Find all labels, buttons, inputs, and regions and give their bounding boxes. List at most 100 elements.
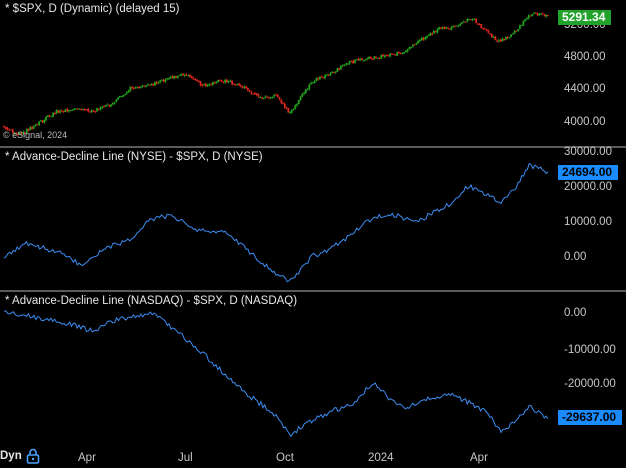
nasdaq-ad-pane[interactable]: * Advance-Decline Line (NASDAQ) - $SPX, … bbox=[0, 292, 626, 445]
spx-candle bbox=[203, 83, 205, 86]
spx-axis-tick: 4800.00 bbox=[564, 51, 606, 63]
spx-candle bbox=[462, 20, 465, 23]
spx-candle bbox=[434, 30, 437, 33]
spx-candle bbox=[448, 28, 451, 30]
spx-candle bbox=[406, 48, 409, 53]
spx-candle bbox=[229, 79, 232, 83]
spx-candle bbox=[338, 67, 341, 71]
spx-candle bbox=[264, 95, 267, 99]
nasdaq-ad-line bbox=[3, 310, 549, 438]
spx-candle bbox=[150, 83, 153, 86]
spx-candle bbox=[299, 95, 302, 101]
spx-candle bbox=[526, 17, 528, 21]
spx-candle bbox=[266, 95, 269, 98]
spx-candle bbox=[78, 108, 81, 110]
spx-candle bbox=[459, 22, 462, 27]
spx-candle bbox=[536, 12, 539, 17]
spx-candle bbox=[196, 79, 198, 83]
spx-candle bbox=[117, 96, 119, 101]
spx-candle bbox=[213, 81, 216, 84]
spx-candle bbox=[422, 36, 425, 41]
spx-candle bbox=[287, 107, 290, 113]
spx-candle bbox=[131, 86, 133, 90]
spx-candle bbox=[10, 129, 12, 131]
spx-candle bbox=[540, 13, 542, 16]
spx-candle bbox=[473, 18, 476, 20]
spx-candle bbox=[431, 32, 434, 36]
spx-candle bbox=[271, 96, 274, 99]
time-axis[interactable]: Dyn Apr Jul Oct 2024 Apr bbox=[0, 445, 626, 468]
spx-candle bbox=[547, 15, 549, 17]
spx-candle bbox=[475, 17, 477, 24]
spx-candle bbox=[494, 35, 497, 41]
nasdaq-axis-tick: 0.00 bbox=[564, 307, 587, 319]
spx-candle bbox=[389, 53, 391, 58]
nasdaq-plot-area[interactable] bbox=[0, 292, 556, 445]
spx-candle bbox=[341, 64, 344, 67]
spx-candle bbox=[427, 34, 430, 37]
spx-candle bbox=[469, 19, 472, 21]
spx-candle bbox=[543, 13, 546, 17]
spx-candle bbox=[396, 51, 398, 57]
spx-candle bbox=[280, 98, 283, 105]
spx-last-price-badge: 5291.34 bbox=[558, 10, 612, 25]
spx-candle bbox=[248, 89, 251, 92]
spx-candle bbox=[134, 86, 137, 89]
spx-candle bbox=[180, 73, 183, 77]
spx-candle bbox=[294, 104, 297, 110]
lock-icon[interactable] bbox=[26, 448, 40, 464]
spx-candle bbox=[254, 91, 256, 96]
spx-candle bbox=[534, 12, 537, 14]
spx-candle bbox=[124, 93, 126, 96]
nyse-axis-tick: 10000.00 bbox=[564, 216, 612, 228]
spx-candle bbox=[47, 114, 49, 118]
nyse-plot-area[interactable] bbox=[0, 148, 556, 290]
spx-candle bbox=[192, 76, 195, 80]
spx-candle bbox=[43, 119, 46, 124]
spx-candle bbox=[385, 54, 388, 57]
spx-candle bbox=[373, 55, 376, 60]
spx-candle bbox=[155, 80, 158, 85]
spx-candle bbox=[320, 75, 323, 78]
spx-candle bbox=[222, 81, 225, 84]
spx-candle bbox=[143, 85, 146, 88]
spx-plot-area[interactable] bbox=[0, 0, 556, 146]
spx-candle bbox=[34, 124, 37, 127]
spx-candle bbox=[106, 103, 109, 106]
spx-candle bbox=[234, 84, 237, 86]
spx-candle bbox=[118, 95, 121, 99]
nyse-ad-pane[interactable]: * Advance-Decline Line (NYSE) - $SPX, D … bbox=[0, 146, 626, 290]
spx-candle bbox=[71, 109, 74, 111]
spx-candle bbox=[492, 35, 495, 39]
spx-candle bbox=[336, 67, 339, 72]
spx-candle bbox=[178, 74, 181, 77]
spx-candle bbox=[269, 96, 272, 99]
spx-candle bbox=[327, 74, 330, 77]
spx-candle bbox=[483, 27, 486, 30]
spx-candle bbox=[83, 108, 86, 112]
spx-pane[interactable]: * $SPX, D (Dynamic) (delayed 15) © eSign… bbox=[0, 0, 626, 146]
spx-candle bbox=[208, 82, 211, 87]
spx-candle bbox=[513, 30, 516, 34]
spx-candle bbox=[90, 109, 93, 114]
spx-candle bbox=[515, 30, 518, 32]
spx-candlestick-chart bbox=[3, 12, 549, 136]
spx-candle bbox=[199, 81, 202, 87]
spx-candle bbox=[169, 75, 172, 79]
dynamic-mode-label[interactable]: Dyn bbox=[0, 450, 22, 462]
spx-candle bbox=[464, 21, 467, 23]
spx-candle bbox=[17, 132, 19, 136]
pane-separator[interactable] bbox=[0, 290, 626, 292]
spx-candle bbox=[113, 101, 116, 105]
spx-candle bbox=[304, 89, 307, 95]
spx-candle bbox=[52, 112, 54, 118]
nasdaq-pane-title: * Advance-Decline Line (NASDAQ) - $SPX, … bbox=[5, 295, 298, 307]
spx-candle bbox=[40, 119, 42, 122]
spx-candle bbox=[375, 55, 377, 59]
pane-separator[interactable] bbox=[0, 146, 626, 148]
spx-candle bbox=[57, 109, 60, 114]
spx-candle bbox=[399, 52, 402, 55]
spx-candle bbox=[394, 54, 397, 56]
time-axis-label: Apr bbox=[78, 452, 96, 464]
spx-candle bbox=[413, 43, 416, 46]
